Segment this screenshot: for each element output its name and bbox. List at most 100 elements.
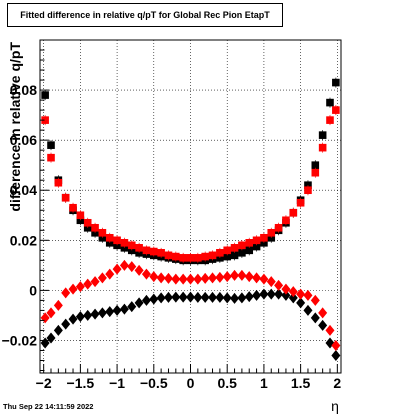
data-point-square <box>332 78 340 87</box>
data-point-square <box>252 236 261 245</box>
data-point-square <box>311 161 320 169</box>
data-point-diamond <box>112 304 122 316</box>
data-point-diamond <box>244 291 254 303</box>
data-point-square <box>91 223 99 232</box>
data-point-diamond <box>230 292 240 304</box>
data-point-square <box>120 244 129 252</box>
data-point-diamond <box>252 272 262 284</box>
data-point-diamond <box>105 268 115 280</box>
data-point-diamond <box>186 291 195 303</box>
data-point-diamond <box>318 307 328 319</box>
y-axis-title: difference in relative q/pT <box>7 42 23 212</box>
data-point-square <box>230 251 239 260</box>
data-point-diamond <box>134 264 144 276</box>
data-point-square <box>267 228 276 237</box>
data-point-square <box>252 242 261 251</box>
data-point-diamond <box>68 313 78 325</box>
data-point-diamond <box>149 271 159 283</box>
data-point-diamond <box>215 291 225 303</box>
data-point-square <box>238 249 246 257</box>
x-tick-label: 0 <box>187 375 195 391</box>
data-markers <box>40 77 341 361</box>
data-point-diamond <box>186 273 195 285</box>
data-point-diamond <box>97 272 107 284</box>
data-point-diamond <box>156 272 166 284</box>
data-point-diamond <box>141 294 151 306</box>
data-point-diamond <box>215 271 225 283</box>
data-point-square <box>120 239 129 247</box>
data-point-diamond <box>53 299 63 311</box>
data-point-square <box>91 228 99 237</box>
data-point-diamond <box>171 273 181 285</box>
data-point-square <box>260 239 268 247</box>
data-point-square <box>41 91 49 99</box>
data-point-square <box>186 254 195 262</box>
grid-lines <box>40 40 341 373</box>
data-point-diamond <box>141 268 151 280</box>
data-point-diamond <box>61 318 71 330</box>
data-point-diamond <box>252 289 262 301</box>
data-point-square <box>296 198 305 207</box>
data-point-diamond <box>68 283 78 295</box>
data-point-diamond <box>266 288 276 300</box>
data-point-square <box>47 141 55 149</box>
data-point-square <box>289 208 298 217</box>
data-point-diamond <box>163 272 173 284</box>
data-point-square <box>41 116 49 124</box>
data-point-square <box>83 218 92 227</box>
y-tick-label: −0.02 <box>2 332 38 348</box>
data-point-diamond <box>97 307 107 319</box>
data-point-diamond <box>274 279 284 291</box>
data-point-diamond <box>310 312 320 324</box>
y-tick-label: 0 <box>29 282 37 298</box>
data-point-diamond <box>127 301 137 313</box>
data-point-square <box>216 249 224 257</box>
data-point-diamond <box>259 273 269 285</box>
y-tick-label: 0.06 <box>10 132 37 148</box>
data-point-diamond <box>303 304 313 316</box>
data-point-square <box>98 228 107 237</box>
data-point-diamond <box>112 263 122 275</box>
data-point-diamond <box>325 324 335 336</box>
data-point-diamond <box>200 272 210 284</box>
data-point-square <box>194 254 202 262</box>
data-point-diamond <box>222 292 232 304</box>
data-point-diamond <box>230 269 240 281</box>
data-point-diamond <box>331 339 341 351</box>
data-point-diamond <box>193 273 203 285</box>
data-point-diamond <box>303 289 313 301</box>
data-point-diamond <box>83 278 93 290</box>
data-point-diamond <box>244 271 254 283</box>
data-point-square <box>164 251 173 260</box>
data-point-diamond <box>134 297 144 309</box>
timestamp: Thu Sep 22 14:11:59 2022 <box>3 402 94 411</box>
data-point-square <box>267 233 276 242</box>
data-point-square <box>83 223 92 232</box>
data-point-diamond <box>178 291 188 303</box>
data-point-square <box>69 203 77 212</box>
data-point-diamond <box>288 286 298 298</box>
data-point-square <box>76 216 85 225</box>
data-point-square <box>245 246 254 255</box>
data-point-diamond <box>119 259 129 271</box>
data-point-diamond <box>46 307 56 319</box>
data-point-diamond <box>75 311 85 323</box>
data-point-square <box>311 168 320 177</box>
data-point-diamond <box>281 283 291 295</box>
data-point-square <box>113 236 121 245</box>
data-point-square <box>223 252 232 261</box>
data-point-diamond <box>266 276 276 288</box>
data-point-square <box>47 153 55 162</box>
data-point-diamond <box>156 292 166 304</box>
data-point-square <box>274 223 283 232</box>
data-point-square <box>318 143 327 152</box>
data-point-square <box>318 131 327 139</box>
x-tick-label: 1 <box>260 375 268 391</box>
data-point-square <box>113 241 121 250</box>
x-tick-label: 1.5 <box>291 375 311 391</box>
data-point-square <box>172 252 180 261</box>
data-point-square <box>326 116 334 124</box>
data-point-diamond <box>208 272 218 284</box>
data-point-square <box>142 246 151 255</box>
data-point-diamond <box>274 288 284 300</box>
